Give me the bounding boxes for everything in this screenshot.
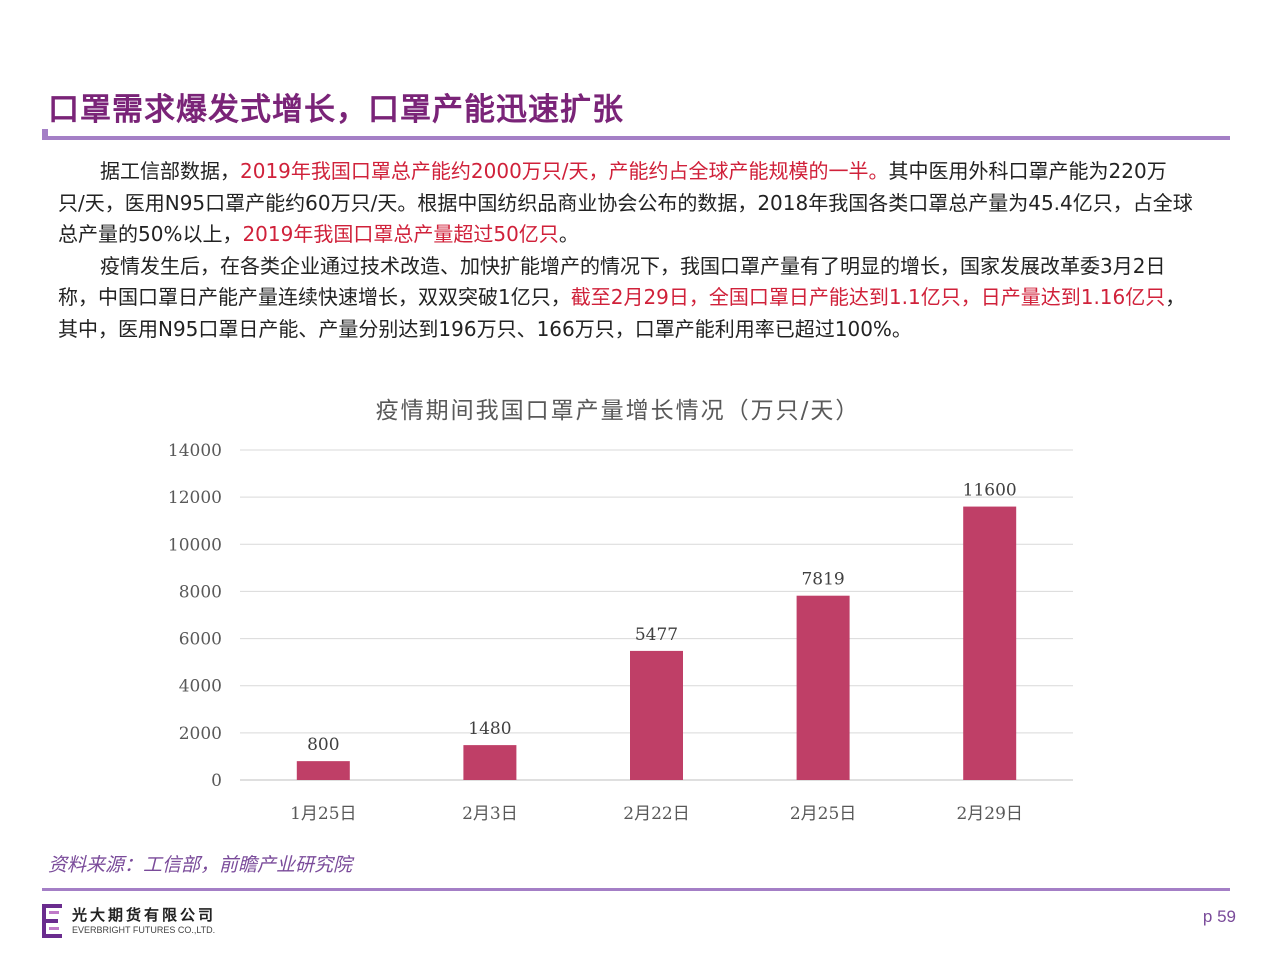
chart-bars: [296, 506, 1017, 780]
logo-mark-icon: [42, 904, 62, 938]
x-tick-label: 2月25日: [790, 804, 856, 824]
y-tick-label: 4000: [179, 677, 222, 697]
x-axis: 1月25日 2月3日 2月22日 2月25日 2月29日: [290, 804, 1023, 824]
bar: [630, 650, 683, 780]
source-note: 资料来源：工信部，前瞻产业研究院: [48, 854, 353, 876]
company-name-cn: 光大期货有限公司: [72, 906, 217, 924]
bar: [796, 595, 850, 780]
p2-segment-1: 截至2月29日，全国口罩日产能达到1.1亿只，日产量达到1.16亿只: [570, 285, 1166, 309]
paragraph-2: 疫情发生后，在各类企业通过技术改造、加快扩能增产的情况下，我国口罩产量有了明显的…: [58, 251, 1193, 346]
y-tick-label: 10000: [168, 535, 222, 555]
paragraph-1: 据工信部数据，2019年我国口罩总产能约2000万只/天，产能约占全球产能规模的…: [58, 156, 1193, 251]
p1-segment-1: 2019年我国口罩总产能约2000万只/天，产能约占全球产能规模的一半。: [240, 159, 889, 183]
p2-segment-2: ，其中，医用N95口罩日产能、产量分别达到196万只、166万只，口罩产能利用率…: [58, 285, 1186, 341]
data-labels: 800 1480 5477 7819 11600: [307, 481, 1017, 756]
p2-segment-0: 疫情发生后，在各类企业通过技术改造、加快扩能增产的情况下，我国口罩产量有了明显的…: [58, 253, 1166, 310]
footer-rule: [42, 888, 1230, 891]
data-label: 7819: [801, 570, 844, 590]
y-tick-label: 2000: [179, 724, 222, 744]
bar: [463, 745, 517, 780]
bar: [963, 506, 1017, 780]
page-number: p 59: [1202, 907, 1236, 926]
page-title: 口罩需求爆发式增长，口罩产能迅速扩张: [48, 92, 624, 128]
y-tick-label: 14000: [168, 441, 222, 461]
title-rule: [42, 136, 1230, 140]
x-tick-label: 1月25日: [290, 804, 356, 824]
company-name-en: EVERBRIGHT FUTURES CO.,LTD.: [72, 925, 216, 935]
data-label: 5477: [635, 625, 678, 645]
y-tick-label: 12000: [168, 488, 222, 508]
y-tick-label: 8000: [179, 582, 222, 602]
body-text: 据工信部数据，2019年我国口罩总产能约2000万只/天，产能约占全球产能规模的…: [58, 156, 1193, 345]
data-label: 11600: [963, 481, 1017, 501]
x-tick-label: 2月3日: [462, 804, 518, 824]
data-label: 800: [307, 735, 339, 755]
x-tick-label: 2月29日: [956, 804, 1022, 824]
bar-chart: 疫情期间我国口罩产量增长情况（万只/天） 0 2000 4000 6000 8000 10…: [168, 398, 1073, 824]
y-axis: 0 2000 4000 6000 8000 10000 12000 14000: [168, 441, 222, 791]
title-rule-accent: [42, 129, 48, 140]
x-tick-label: 2月22日: [623, 804, 689, 824]
y-tick-label: 0: [211, 771, 222, 791]
p1-segment-3: 2019年我国口罩总产量超过50亿只: [242, 222, 559, 246]
company-logo: 光大期货有限公司 EVERBRIGHT FUTURES CO.,LTD.: [42, 902, 232, 942]
chart-title: 疫情期间我国口罩产量增长情况（万只/天）: [376, 398, 861, 424]
data-label: 1480: [468, 719, 511, 739]
p1-segment-0: 据工信部数据，: [100, 159, 240, 183]
y-tick-label: 6000: [179, 630, 222, 650]
bar: [296, 761, 350, 780]
p1-segment-4: 。: [558, 222, 579, 246]
p1-segment-2: 其中医用外科口罩产能为220万只/天，医用N95口罩产能约60万只/天。根据中国…: [58, 159, 1193, 246]
